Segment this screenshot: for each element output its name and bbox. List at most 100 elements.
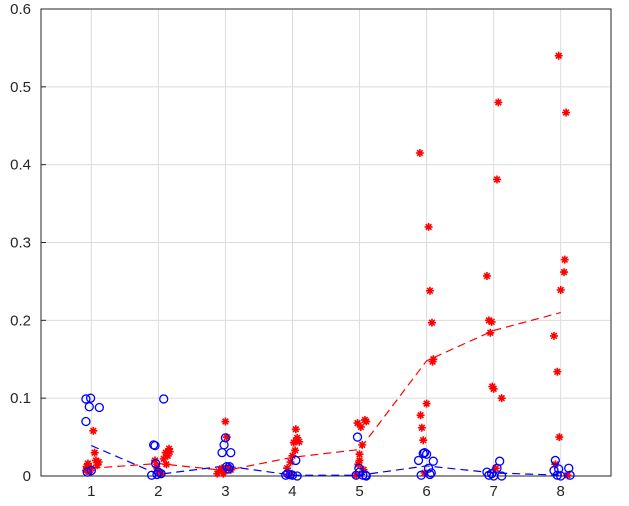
- red-star-point: [286, 457, 295, 466]
- red-star-point: [152, 462, 161, 471]
- red-star-point: [214, 467, 223, 476]
- red-star-point: [291, 425, 300, 434]
- blue-circle-point: [292, 471, 302, 481]
- red-star-point: [358, 440, 367, 449]
- blue-circle-point: [497, 471, 507, 481]
- red-star-point: [356, 422, 365, 431]
- blue-circle-point: [159, 394, 169, 404]
- red-star-point: [489, 384, 498, 393]
- red-star-point: [151, 456, 159, 465]
- red-star-point: [293, 433, 302, 442]
- red-star-point: [553, 367, 562, 376]
- blue-circle-point: [150, 440, 160, 451]
- blue-circle-point: [82, 467, 92, 477]
- red-star-point: [482, 271, 491, 280]
- blue-circle-point: [486, 469, 497, 479]
- blue-circle-point: [85, 393, 96, 403]
- red-star-point: [563, 471, 572, 480]
- red-star-point: [491, 464, 500, 473]
- red-star-point: [419, 436, 428, 445]
- red-star-point: [226, 465, 235, 474]
- blue-circle-point: [413, 455, 424, 466]
- red-star-point: [486, 328, 495, 337]
- red-star-point: [288, 451, 297, 460]
- red-star-point: [353, 419, 362, 428]
- red-star-point: [422, 399, 431, 408]
- red-star-point: [355, 450, 364, 459]
- red-star-point: [550, 331, 558, 340]
- y-tick-label: 0: [23, 468, 31, 485]
- blue-circle-point: [217, 447, 227, 458]
- red-star-point: [359, 465, 368, 474]
- x-tick-label: 6: [422, 483, 430, 500]
- red-star-point: [283, 464, 292, 473]
- red-star-point: [562, 108, 571, 117]
- blue-circle-point: [426, 468, 436, 478]
- tick-labels: 1 2 3 4 5 6 7 8 0 0.1 0.2 0.3 0.4 0.5 0.6: [10, 1, 565, 500]
- series-lines: [91, 312, 561, 476]
- blue-circle-point: [84, 402, 94, 412]
- red-star-point: [555, 433, 564, 442]
- red-star-point: [417, 423, 426, 432]
- red-star-point: [425, 286, 434, 295]
- red-star-point: [554, 51, 563, 60]
- red-star-point: [162, 460, 171, 469]
- blue-circle-point: [428, 456, 438, 466]
- blue-circle-point: [354, 463, 364, 473]
- blue-circle-point: [425, 469, 435, 480]
- y-tick-label: 0.1: [10, 390, 31, 407]
- red-star-point: [295, 437, 304, 446]
- blue-circle-point: [550, 455, 560, 466]
- blue-circle-point: [152, 469, 162, 480]
- x-tick-label: 4: [288, 483, 296, 500]
- blue-circle-point: [421, 449, 432, 459]
- x-tick-label: 2: [154, 483, 162, 500]
- red-star-point: [291, 446, 300, 455]
- blue-circle-point: [81, 416, 91, 427]
- blue-circle-point: [81, 394, 91, 404]
- x-tick-label: 7: [489, 483, 497, 500]
- red-star-point: [83, 459, 92, 468]
- red-star-point: [355, 456, 364, 465]
- x-tick-label: 3: [221, 483, 229, 500]
- blue-circle-point: [281, 470, 291, 480]
- blue-circle-point: [419, 447, 430, 458]
- red-star-point: [93, 461, 102, 470]
- blue-circle-point: [556, 471, 566, 481]
- red-star-point: [416, 411, 425, 420]
- x-tick-label: 8: [557, 483, 565, 500]
- y-tick-label: 0.5: [10, 79, 31, 96]
- blue-circle-point: [416, 470, 426, 480]
- blue-circle-point: [222, 462, 232, 472]
- red-star-point: [556, 285, 565, 294]
- blue-circle-point: [94, 402, 104, 413]
- red-star-point: [221, 417, 230, 426]
- x-tick-label: 5: [355, 483, 363, 500]
- y-tick-label: 0.2: [10, 312, 31, 329]
- red-star-point: [89, 426, 98, 435]
- y-tick-label: 0.4: [10, 157, 31, 174]
- blue-circle-point: [220, 433, 231, 443]
- red-star-point: [487, 317, 496, 326]
- blue-circle-point: [224, 462, 235, 472]
- blue-circle-point: [151, 458, 161, 469]
- red-star-point: [427, 318, 436, 327]
- red-star-point: [222, 433, 231, 442]
- blue-circle-point: [226, 447, 236, 458]
- red-star-point: [90, 448, 99, 457]
- red-star-point: [219, 469, 228, 478]
- red-star-point: [87, 464, 96, 473]
- y-tick-label: 0.6: [10, 1, 31, 18]
- x-tick-label: 1: [87, 483, 95, 500]
- red-star-point: [165, 447, 174, 456]
- red-star-point: [424, 222, 433, 231]
- y-tick-label: 0.3: [10, 235, 31, 252]
- series-markers: [81, 51, 575, 481]
- blue-circle-point: [565, 470, 575, 480]
- blue-circle-point: [219, 440, 229, 450]
- grid: [41, 8, 611, 477]
- red-star-point: [159, 454, 168, 463]
- red-star-point: [94, 457, 103, 466]
- red-star-point: [415, 148, 424, 157]
